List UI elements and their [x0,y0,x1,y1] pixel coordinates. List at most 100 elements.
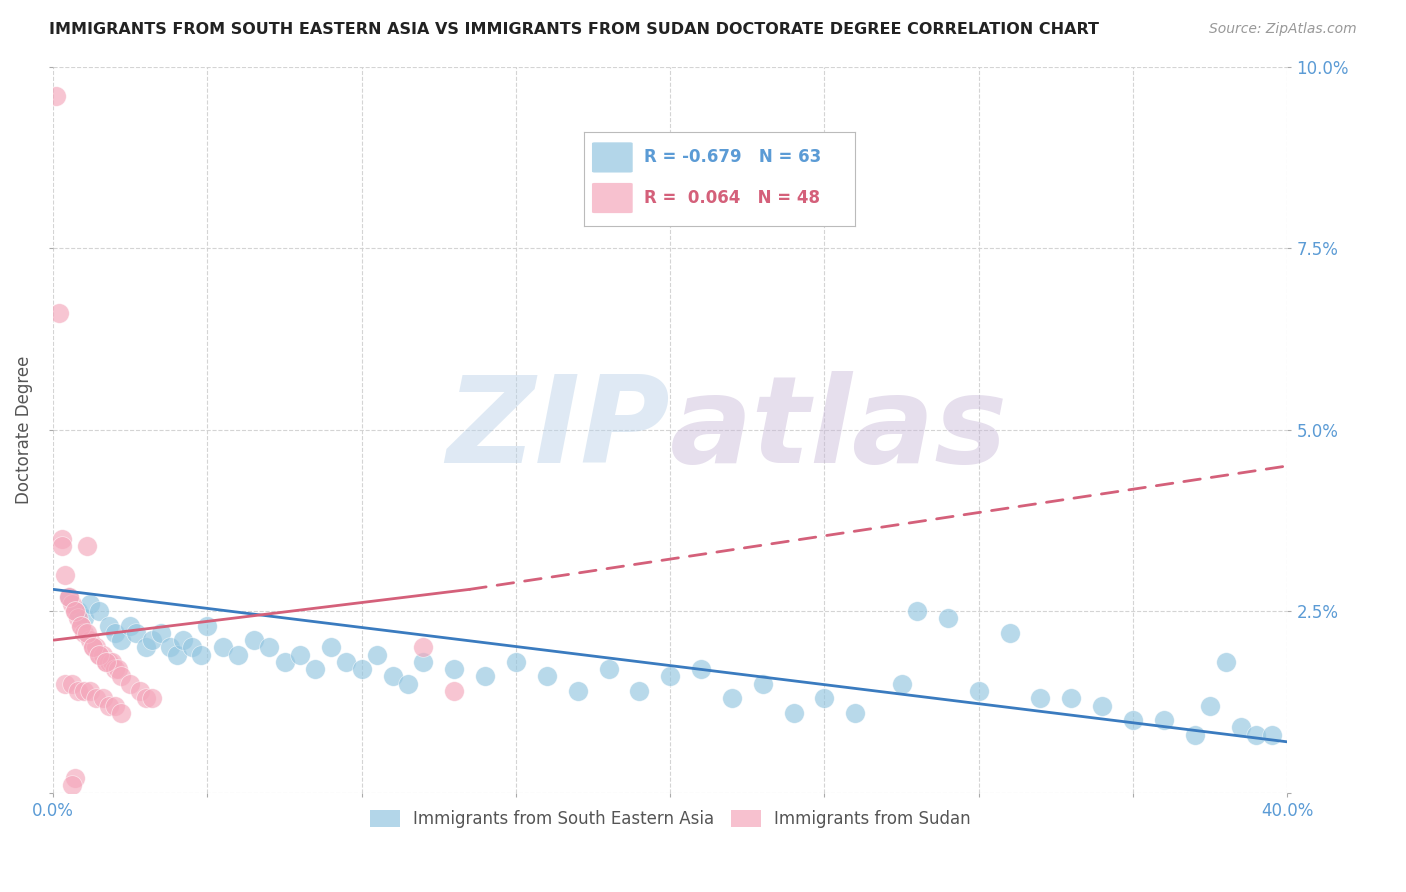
Text: Source: ZipAtlas.com: Source: ZipAtlas.com [1209,22,1357,37]
Point [226,648,249,662]
Legend: Immigrants from South Eastern Asia, Immigrants from Sudan: Immigrants from South Eastern Asia, Immi… [363,804,977,835]
Point [1153,713,1175,727]
Point [998,626,1021,640]
Point [128,684,150,698]
Point [1029,691,1052,706]
Point [813,691,835,706]
Point [412,655,434,669]
Point [94,655,117,669]
Point [58,590,80,604]
Text: atlas: atlas [671,371,1008,488]
Point [60,778,83,792]
Point [659,669,682,683]
Point [55,677,77,691]
Point [63,604,86,618]
Point [86,640,108,655]
Point [100,655,122,669]
Point [63,771,86,785]
Point [110,669,132,683]
Point [104,626,127,640]
Point [211,640,233,655]
Point [86,691,108,706]
Point [172,633,194,648]
Point [66,684,89,698]
Point [66,611,89,625]
Point [190,648,212,662]
Point [1215,655,1237,669]
Point [135,640,157,655]
Point [288,648,311,662]
Point [598,662,620,676]
Point [1060,691,1083,706]
Point [197,618,219,632]
Point [73,626,96,640]
Point [70,618,93,632]
Point [257,640,280,655]
Point [844,706,866,720]
Point [396,677,419,691]
Point [273,655,295,669]
Point [97,655,120,669]
Point [60,597,83,611]
Point [159,640,181,655]
Point [1122,713,1144,727]
Point [82,640,104,655]
Point [110,633,132,648]
Point [120,677,142,691]
Point [125,626,148,640]
Point [1199,698,1222,713]
Point [335,655,357,669]
Point [350,662,373,676]
Point [505,655,527,669]
Point [48,306,70,320]
Point [1246,728,1268,742]
Point [97,618,120,632]
Point [1230,720,1253,734]
Text: ZIP: ZIP [447,371,671,488]
Text: IMMIGRANTS FROM SOUTH EASTERN ASIA VS IMMIGRANTS FROM SUDAN DOCTORATE DEGREE COR: IMMIGRANTS FROM SOUTH EASTERN ASIA VS IM… [49,22,1099,37]
Point [91,691,114,706]
Point [474,669,496,683]
Point [76,626,98,640]
Point [63,604,86,618]
Point [51,539,73,553]
Point [628,684,651,698]
Point [905,604,928,618]
Point [79,633,101,648]
Point [45,88,67,103]
Point [55,567,77,582]
Point [181,640,204,655]
Point [73,611,96,625]
Point [443,662,465,676]
Point [97,698,120,713]
Point [73,684,96,698]
Point [690,662,713,676]
Point [89,648,111,662]
Point [304,662,326,676]
Point [104,698,127,713]
Point [890,677,912,691]
Point [70,618,93,632]
Point [150,626,173,640]
Point [89,604,111,618]
Point [94,655,117,669]
Point [1261,728,1284,742]
Point [120,618,142,632]
Point [135,691,157,706]
Point [412,640,434,655]
Point [536,669,558,683]
Point [1091,698,1114,713]
Point [91,648,114,662]
Point [967,684,990,698]
Point [936,611,959,625]
Point [51,532,73,546]
Point [782,706,804,720]
Point [752,677,775,691]
Y-axis label: Doctorate Degree: Doctorate Degree [15,355,32,504]
Point [319,640,342,655]
Point [381,669,404,683]
Point [443,684,465,698]
Point [141,691,163,706]
Point [60,677,83,691]
Point [58,590,80,604]
